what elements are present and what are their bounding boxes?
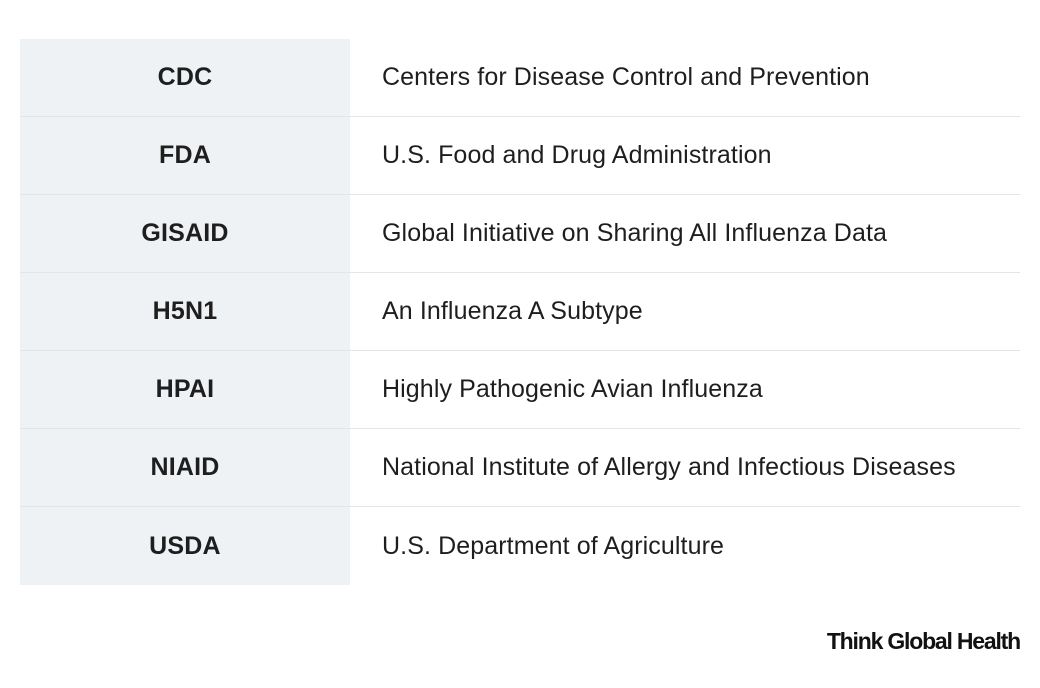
abbreviation-cell: CDC: [20, 39, 350, 116]
definition-cell: National Institute of Allergy and Infect…: [382, 453, 956, 481]
abbreviation-cell: GISAID: [20, 195, 350, 272]
abbreviation-cell: FDA: [20, 117, 350, 194]
abbreviation-cell: NIAID: [20, 429, 350, 506]
definition-cell: Highly Pathogenic Avian Influenza: [382, 375, 763, 403]
table-row: FDA U.S. Food and Drug Administration: [20, 117, 1020, 195]
definition-cell: U.S. Department of Agriculture: [382, 531, 725, 560]
acronym-table: CDC Centers for Disease Control and Prev…: [20, 39, 1020, 585]
table-row: HPAI Highly Pathogenic Avian Influenza: [20, 351, 1020, 429]
table-row: GISAID Global Initiative on Sharing All …: [20, 195, 1020, 273]
table-row: H5N1 An Influenza A Subtype: [20, 273, 1020, 351]
table-row: USDA U.S. Department of Agriculture: [20, 507, 1020, 585]
abbreviation-cell: H5N1: [20, 273, 350, 350]
abbreviation-cell: USDA: [20, 507, 350, 585]
abbreviation-cell: HPAI: [20, 351, 350, 428]
think-global-health-logo: Think Global Health: [826, 628, 1021, 654]
definition-cell: Global Initiative on Sharing All Influen…: [382, 219, 888, 247]
table-row: NIAID National Institute of Allergy and …: [20, 429, 1020, 507]
definition-cell: Centers for Disease Control and Preventi…: [382, 63, 870, 91]
definition-cell: U.S. Food and Drug Administration: [382, 141, 772, 169]
table-row: CDC Centers for Disease Control and Prev…: [20, 39, 1020, 117]
definition-cell: An Influenza A Subtype: [382, 297, 643, 325]
